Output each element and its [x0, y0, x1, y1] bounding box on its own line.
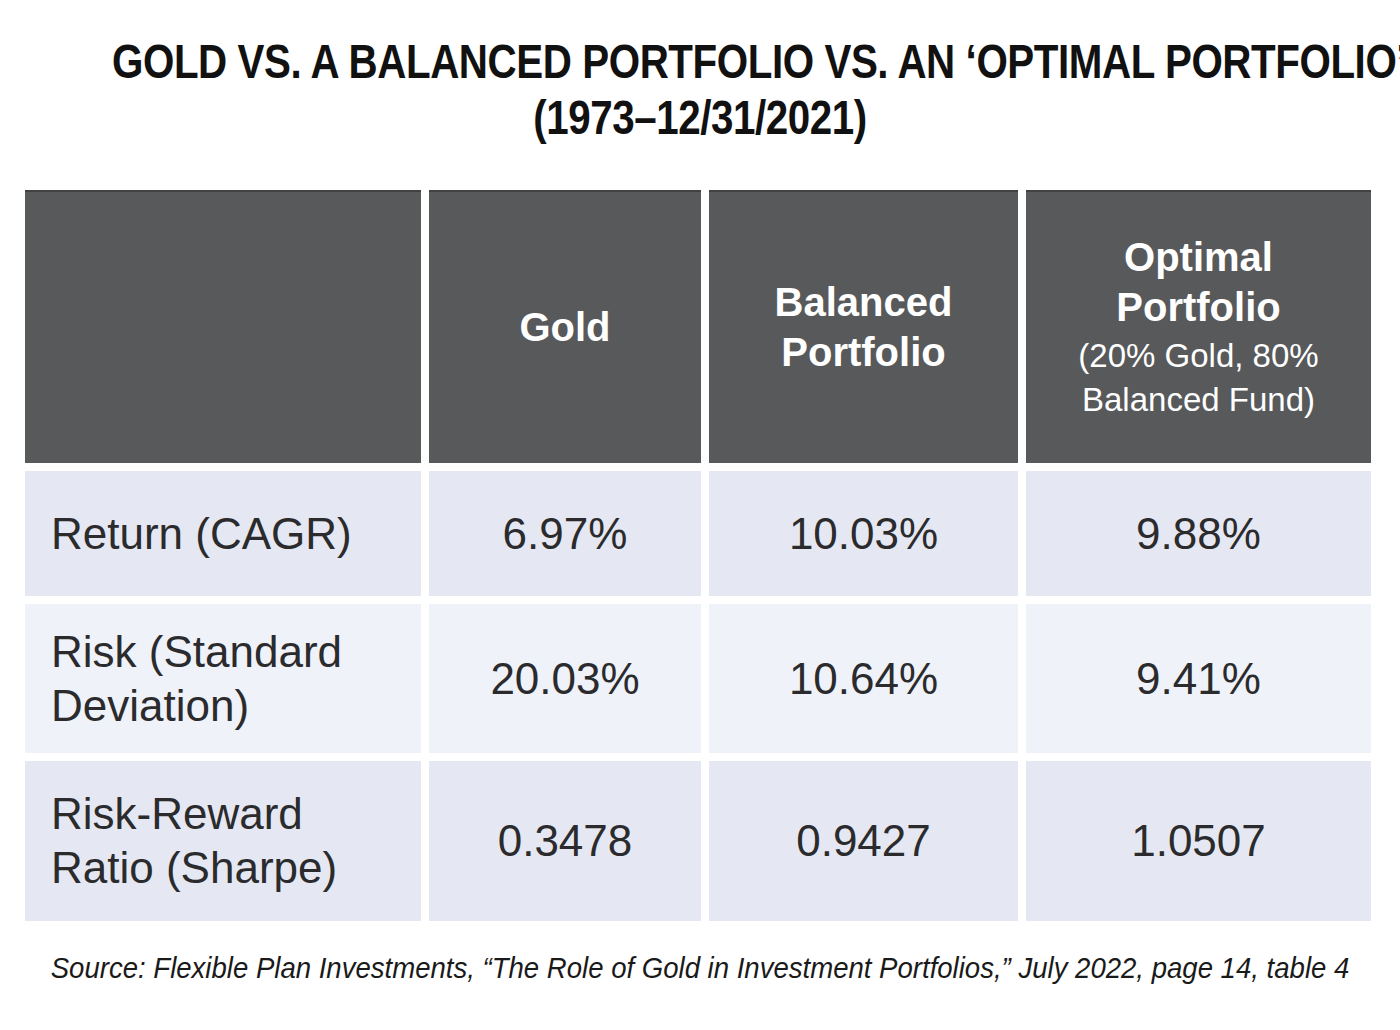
- header-cell-gold: Gold: [429, 190, 701, 463]
- page-title: GOLD VS. A BALANCED PORTFOLIO VS. AN ‘OP…: [112, 34, 1288, 146]
- value-sharpe-balanced: 0.9427: [709, 761, 1018, 921]
- row-label-sharpe: Risk-Reward Ratio (Sharpe): [25, 761, 421, 921]
- comparison-table: Gold Balanced Portfolio Optimal Portfoli…: [25, 190, 1371, 921]
- column-label-optimal-portfolio: Optimal Portfolio: [1040, 232, 1357, 332]
- header-gold-inner: Gold: [505, 302, 624, 352]
- value-return-balanced: 10.03%: [709, 471, 1018, 596]
- value-risk-balanced: 10.64%: [709, 604, 1018, 753]
- title-line-1: GOLD VS. A BALANCED PORTFOLIO VS. AN ‘OP…: [112, 34, 1288, 90]
- header-balanced-inner: Balanced Portfolio: [709, 277, 1018, 377]
- value-risk-gold: 20.03%: [429, 604, 701, 753]
- column-label-balanced-portfolio: Balanced Portfolio: [723, 277, 1004, 377]
- value-return-optimal: 9.88%: [1026, 471, 1371, 596]
- title-line-2: (1973–12/31/2021): [112, 90, 1288, 146]
- value-sharpe-optimal: 1.0507: [1026, 761, 1371, 921]
- column-sublabel-optimal-portfolio: (20% Gold, 80% Balanced Fund): [1040, 334, 1357, 422]
- header-cell-balanced-portfolio: Balanced Portfolio: [709, 190, 1018, 463]
- header-optimal-inner: Optimal Portfolio (20% Gold, 80% Balance…: [1026, 232, 1371, 422]
- row-label-risk-stddev: Risk (Standard Deviation): [25, 604, 421, 753]
- column-label-gold: Gold: [519, 302, 610, 352]
- source-caption: Source: Flexible Plan Investments, “The …: [35, 952, 1365, 985]
- header-cell-empty: [25, 190, 421, 463]
- row-label-return-cagr: Return (CAGR): [25, 471, 421, 596]
- value-risk-optimal: 9.41%: [1026, 604, 1371, 753]
- value-return-gold: 6.97%: [429, 471, 701, 596]
- figure-page: GOLD VS. A BALANCED PORTFOLIO VS. AN ‘OP…: [0, 0, 1400, 1030]
- value-sharpe-gold: 0.3478: [429, 761, 701, 921]
- header-cell-optimal-portfolio: Optimal Portfolio (20% Gold, 80% Balance…: [1026, 190, 1371, 463]
